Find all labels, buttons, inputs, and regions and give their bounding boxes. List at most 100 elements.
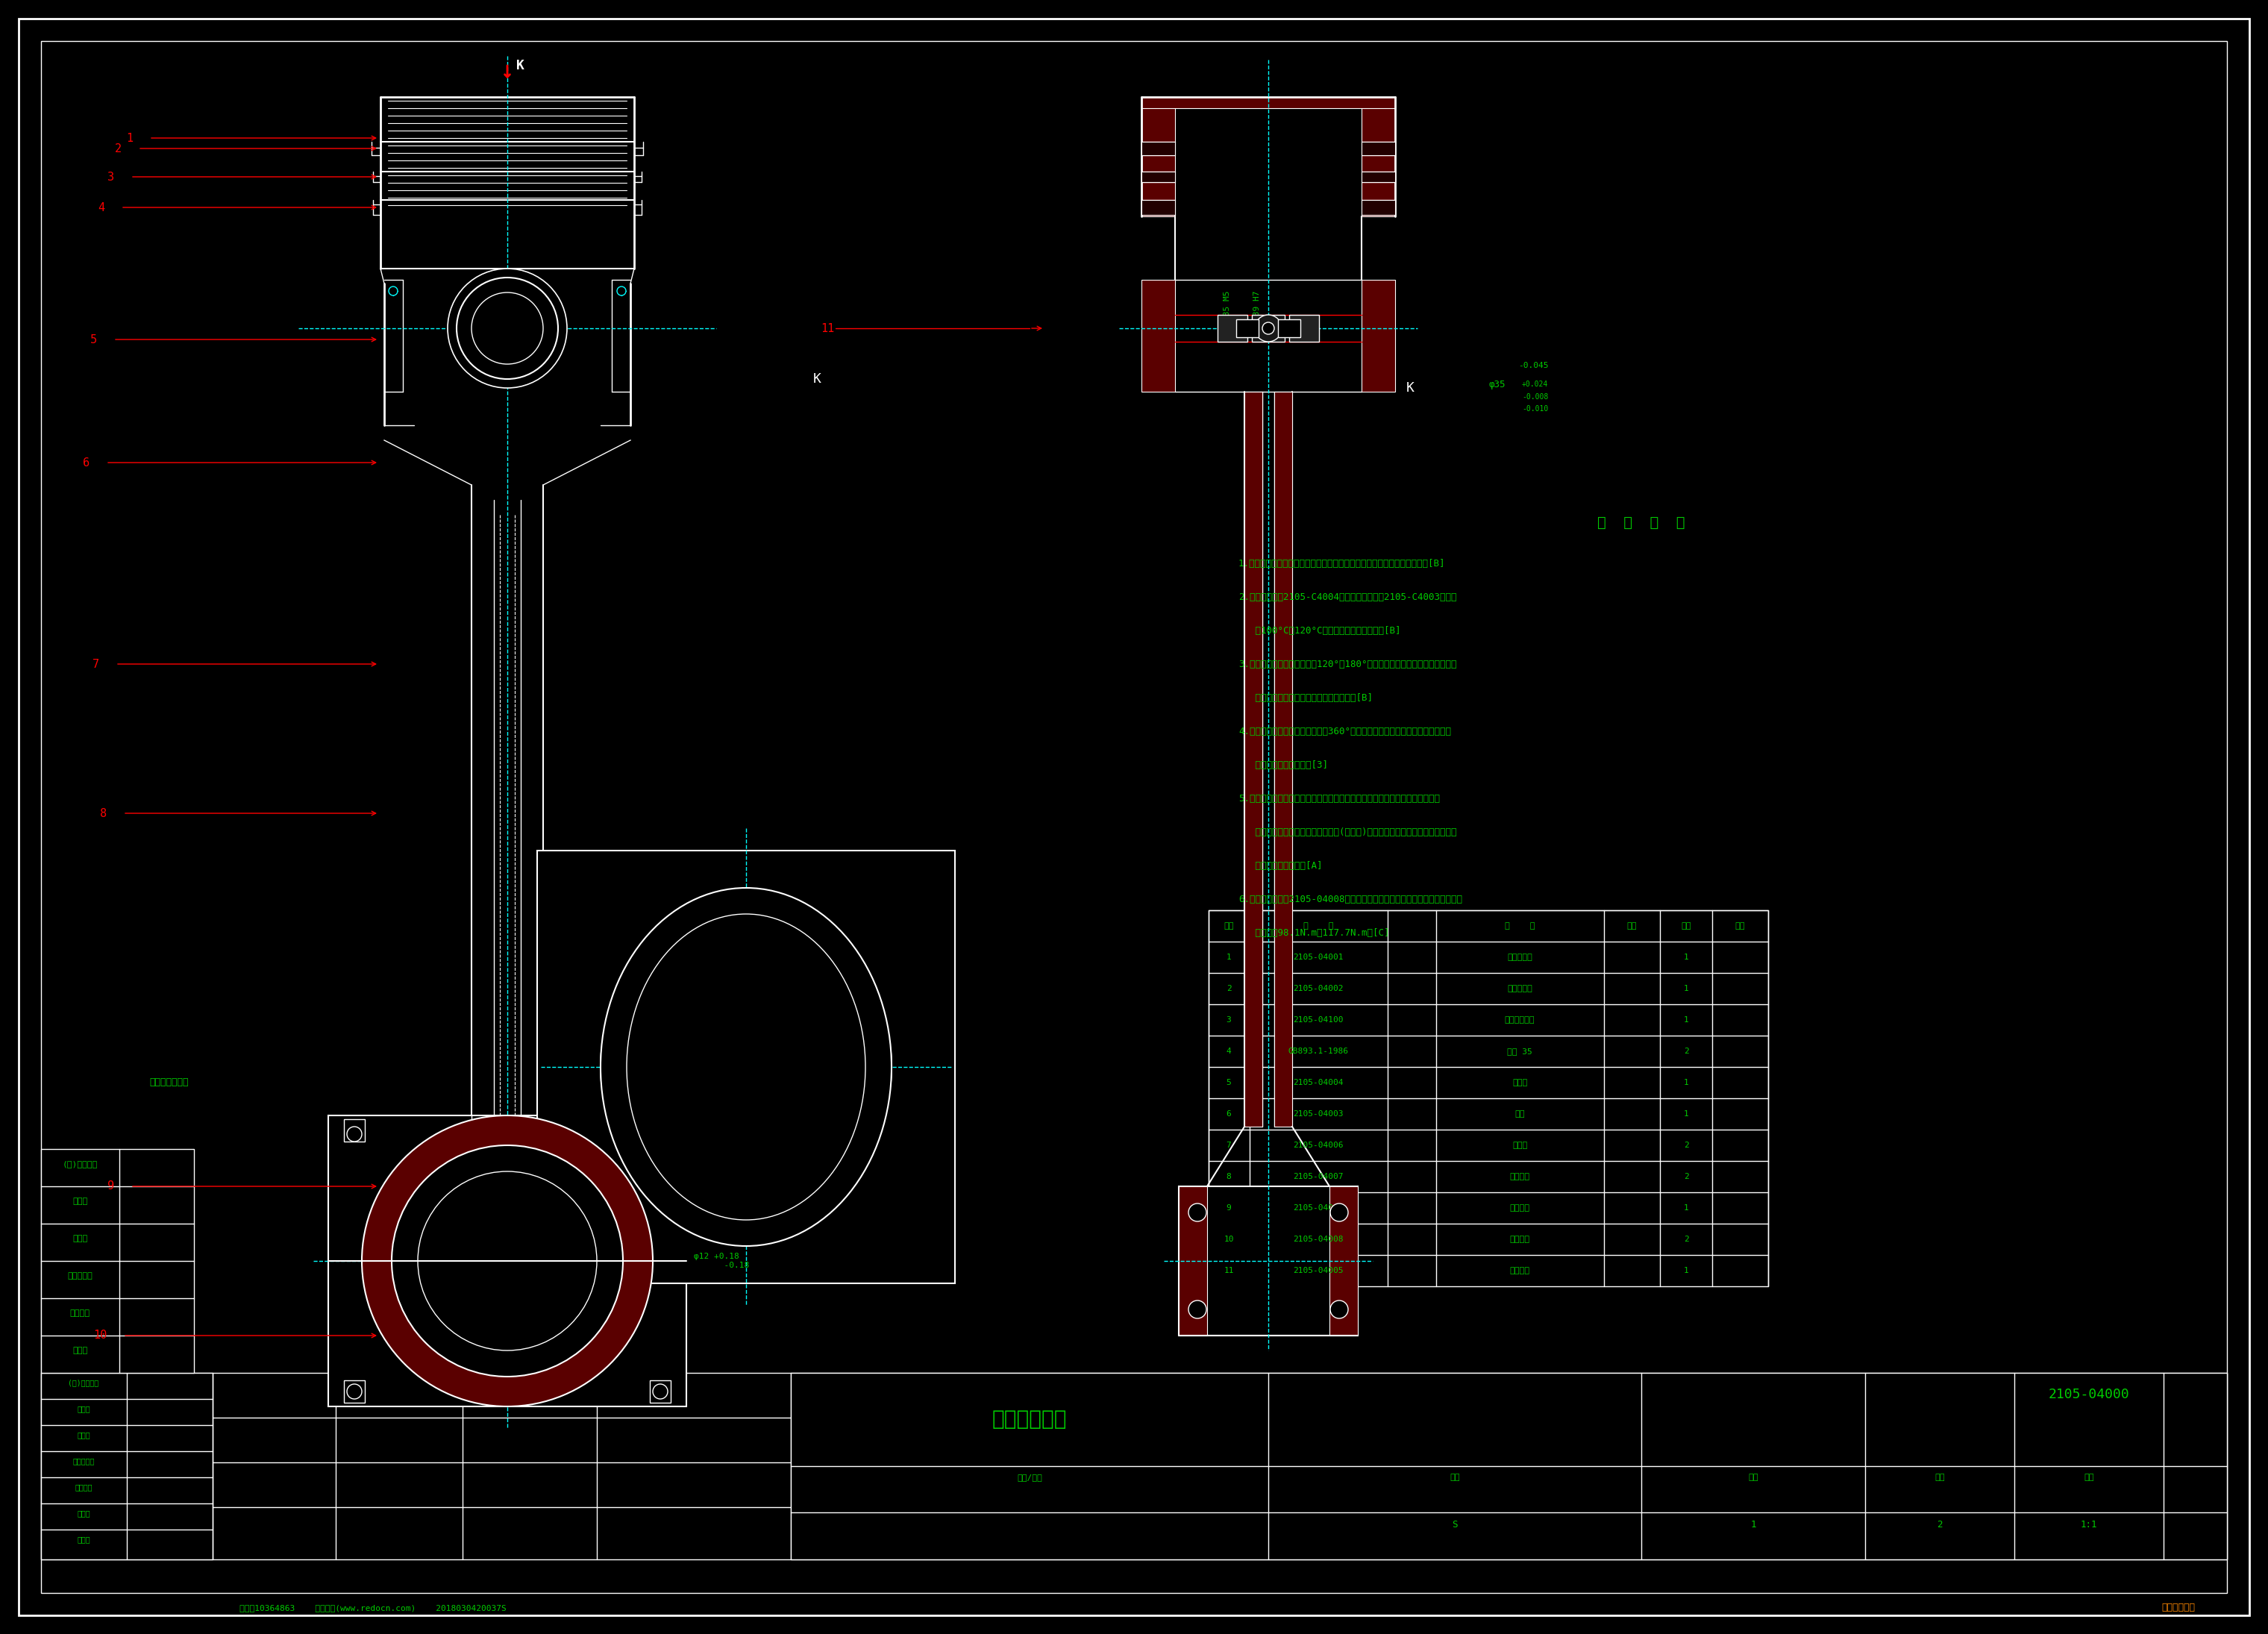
Text: 日　期: 日 期 [77,1536,91,1542]
Text: 1: 1 [1751,1520,1755,1529]
Bar [329,1116,687,1407]
Bar [1209,910,1769,1286]
Circle shape [388,286,397,296]
Text: 编号：10364863    红动中国(www.redocn.com)    2018030420037S: 编号：10364863 红动中国(www.redocn.com) 2018030… [240,1605,506,1611]
Circle shape [347,1126,363,1142]
Polygon shape [1179,1186,1207,1335]
Text: 1:1: 1:1 [2080,1520,2098,1529]
Text: 数料/检查: 数料/检查 [1016,1474,1041,1480]
Polygon shape [1141,279,1175,392]
Text: 1.装配前各零件应用清洁柴油清洗干净，不得有在任何污物或金属屑存在。[B]: 1.装配前各零件应用清洁柴油清洗干净，不得有在任何污物或金属屑存在。[B] [1238,559,1445,569]
Text: 6.装配连杆螺栓（2105-04008）时，应涂上少量润滑油，两螺栓对称拧紧扳，: 6.装配连杆螺栓（2105-04008）时，应涂上少量润滑油，两螺栓对称拧紧扳， [1238,894,1463,904]
Text: 连杆螺母: 连杆螺母 [1510,1204,1531,1212]
Text: 1: 1 [1683,1204,1690,1212]
Bar [41,1149,195,1373]
Text: φ39 H7: φ39 H7 [1254,291,1261,320]
Text: 描　图: 描 图 [77,1405,91,1412]
Text: S: S [1452,1520,1458,1529]
Polygon shape [1141,96,1395,108]
Text: 11: 11 [1225,1266,1234,1275]
Circle shape [1263,322,1275,335]
Text: 比例: 比例 [1935,1474,1944,1480]
Text: 11: 11 [821,322,835,333]
Bar [41,1373,2227,1559]
Text: 代    号: 代 号 [1304,922,1334,930]
Text: 道气环装配时有台阶的一面朝向活塞顶。[B]: 道气环装配时有台阶的一面朝向活塞顶。[B] [1238,693,1372,703]
Polygon shape [1329,1186,1359,1335]
Bar [1218,315,1247,342]
Circle shape [472,292,542,364]
Polygon shape [1141,96,1175,216]
Text: 连杆螺帽: 连杆螺帽 [1510,1173,1531,1180]
Bar [1288,315,1320,342]
Text: 螺旋弹簧油环: 螺旋弹簧油环 [1504,1016,1535,1023]
Text: 1: 1 [1683,954,1690,961]
Text: 工艺图总号: 工艺图总号 [68,1273,93,1279]
Text: 2105-04007: 2105-04007 [1293,1173,1343,1180]
Text: 2105-04003: 2105-04003 [1293,1109,1343,1118]
Text: GB893.1-1986: GB893.1-1986 [1288,1047,1349,1056]
Text: 序号: 序号 [1225,922,1234,930]
Text: 2: 2 [1683,1047,1690,1056]
Text: 2105-04001: 2105-04001 [1293,954,1343,961]
Circle shape [1331,1204,1347,1221]
Text: 2105-04008: 2105-04008 [1293,1235,1343,1243]
Bar [651,1381,671,1402]
Text: 1: 1 [1683,1109,1690,1118]
Polygon shape [1361,172,1395,181]
Text: 2105-04006: 2105-04006 [1293,1142,1343,1149]
Text: 监制图号: 监制图号 [70,1309,91,1317]
Text: 1: 1 [1227,954,1232,961]
Text: 连杆体: 连杆体 [1513,1142,1526,1149]
Circle shape [417,1172,596,1350]
Text: (道)应年登记: (道)应年登记 [68,1379,100,1386]
Text: +0.024: +0.024 [1522,381,1549,387]
Text: 2: 2 [1683,1142,1690,1149]
Text: 数量: 数量 [1449,1474,1461,1480]
Text: 活塞裙: 活塞裙 [1513,1078,1526,1087]
Text: 签　字: 签 字 [77,1510,91,1516]
Text: 塞顶燃烧室的偏心方向应朝向前端(喷油嘴)，同时应分别在活塞、气缸套配合表: 塞顶燃烧室的偏心方向应朝向前端(喷油嘴)，同时应分别在活塞、气缸套配合表 [1238,827,1456,837]
Text: 连杆螺栓: 连杆螺栓 [1510,1235,1531,1243]
Text: 2105-04002: 2105-04002 [1293,985,1343,992]
Circle shape [392,1145,624,1376]
Text: 页数: 页数 [2084,1474,2093,1480]
Polygon shape [1361,96,1395,216]
Text: 2: 2 [1683,1235,1690,1243]
Text: 3: 3 [107,172,113,183]
Text: 第二道气环: 第二道气环 [1508,985,1533,992]
Text: K: K [814,373,821,386]
Text: 4: 4 [98,203,104,212]
Text: 工艺图总号: 工艺图总号 [73,1458,95,1464]
Polygon shape [1361,199,1395,216]
Text: (道)应年登记: (道)应年登记 [61,1160,98,1168]
Text: 5: 5 [1227,1078,1232,1087]
Text: 7: 7 [1227,1142,1232,1149]
Bar [345,1119,365,1142]
Text: 至100°C～120°C，然后轻轻推入活塞裙。[B]: 至100°C～120°C，然后轻轻推入活塞裙。[B] [1238,626,1402,636]
Text: 2105-04005: 2105-04005 [1293,1266,1343,1275]
Text: 2: 2 [1683,1173,1690,1180]
Text: 第一道气环: 第一道气环 [1508,954,1533,961]
Text: 技  术  要  求: 技 术 要 求 [1597,515,1685,529]
Bar [538,851,955,1283]
Text: 备注: 备注 [1735,922,1744,930]
Text: 监制图号: 监制图号 [75,1484,93,1490]
Text: K: K [517,59,524,72]
Bar [792,1373,2227,1559]
Text: 材料: 材料 [1626,922,1637,930]
Text: 活塞连杆总成: 活塞连杆总成 [991,1409,1066,1430]
Polygon shape [1361,142,1395,155]
Polygon shape [1141,142,1175,155]
Text: 5.连杆的配对记号必须与活塞顶燃烧室的偏心方向一致，总成装入气缸套时，活: 5.连杆的配对记号必须与活塞顶燃烧室的偏心方向一致，总成装入气缸套时，活 [1238,794,1440,804]
Text: 连杆配对记号侧: 连杆配对记号侧 [150,1077,188,1087]
Circle shape [1331,1301,1347,1319]
Text: 扣圈 35: 扣圈 35 [1508,1047,1533,1056]
Text: 1: 1 [1683,985,1690,992]
Wedge shape [601,922,891,1212]
Text: 4.将活塞组位下水平位置，并转动360°，此时活塞环应在槽内平稳地移动，并在: 4.将活塞组位下水平位置，并转动360°，此时活塞环应在槽内平稳地移动，并在 [1238,727,1452,735]
Text: 活塞: 活塞 [1515,1109,1524,1118]
Text: 描　图: 描 图 [73,1198,88,1204]
Circle shape [617,286,626,296]
Text: 彩虹网址导航: 彩虹网址导航 [2161,1603,2195,1613]
